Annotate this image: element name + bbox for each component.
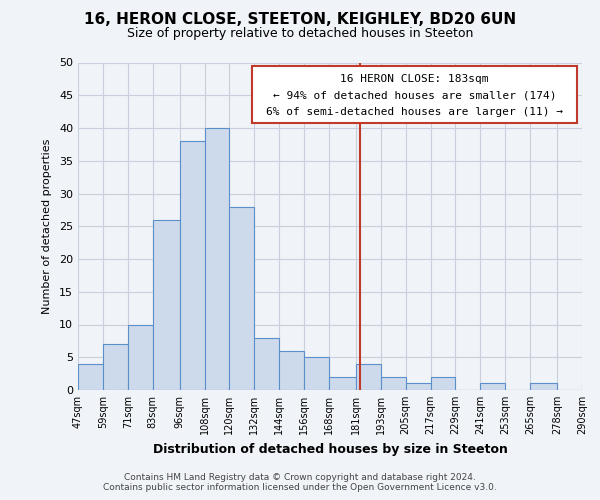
Bar [582,384,600,390]
Bar [205,128,229,390]
Bar [481,384,505,390]
Bar [254,338,279,390]
Bar [304,357,329,390]
Bar [431,377,455,390]
X-axis label: Distribution of detached houses by size in Steeton: Distribution of detached houses by size … [152,442,508,456]
Bar [279,350,304,390]
Bar [381,377,406,390]
Text: Contains HM Land Registry data © Crown copyright and database right 2024.
Contai: Contains HM Land Registry data © Crown c… [103,473,497,492]
Text: ← 94% of detached houses are smaller (174): ← 94% of detached houses are smaller (17… [272,90,556,101]
Text: Size of property relative to detached houses in Steeton: Size of property relative to detached ho… [127,28,473,40]
FancyBboxPatch shape [252,66,577,123]
Bar [152,220,179,390]
Bar [329,377,356,390]
Y-axis label: Number of detached properties: Number of detached properties [42,138,52,314]
Bar [356,364,381,390]
Bar [179,141,205,390]
Bar [103,344,128,390]
Bar [406,384,431,390]
Text: 6% of semi-detached houses are larger (11) →: 6% of semi-detached houses are larger (1… [266,106,563,117]
Bar [78,364,103,390]
Text: 16 HERON CLOSE: 183sqm: 16 HERON CLOSE: 183sqm [340,74,488,84]
Bar [229,206,254,390]
Bar [530,384,557,390]
Text: 16, HERON CLOSE, STEETON, KEIGHLEY, BD20 6UN: 16, HERON CLOSE, STEETON, KEIGHLEY, BD20… [84,12,516,28]
Bar [128,324,152,390]
